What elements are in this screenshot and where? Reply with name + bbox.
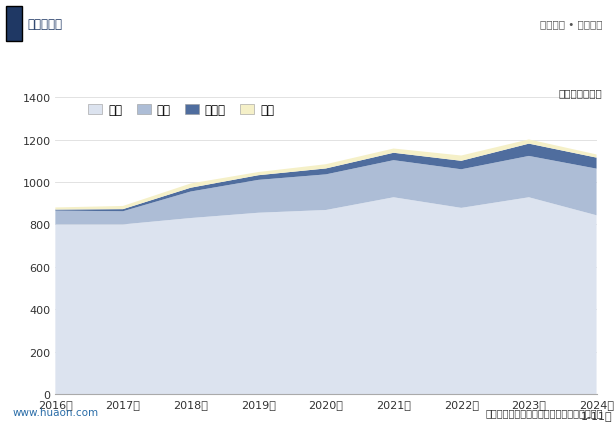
FancyBboxPatch shape	[6, 7, 22, 42]
Text: 2016-2024年1-11月黑龙江省各发电类型发电量: 2016-2024年1-11月黑龙江省各发电类型发电量	[167, 62, 448, 81]
Text: 单位：亿千瓦时: 单位：亿千瓦时	[558, 88, 602, 98]
Text: 专业严谨 • 客观科学: 专业严谨 • 客观科学	[540, 20, 603, 29]
Text: 华经情报网: 华经情报网	[28, 18, 63, 31]
Text: www.huaon.com: www.huaon.com	[12, 407, 98, 417]
Legend: 火力, 风力, 太阳能, 水力: 火力, 风力, 太阳能, 水力	[89, 104, 274, 117]
Text: 数据来源：国家统计局，华经产业研究院整理: 数据来源：国家统计局，华经产业研究院整理	[485, 407, 603, 417]
